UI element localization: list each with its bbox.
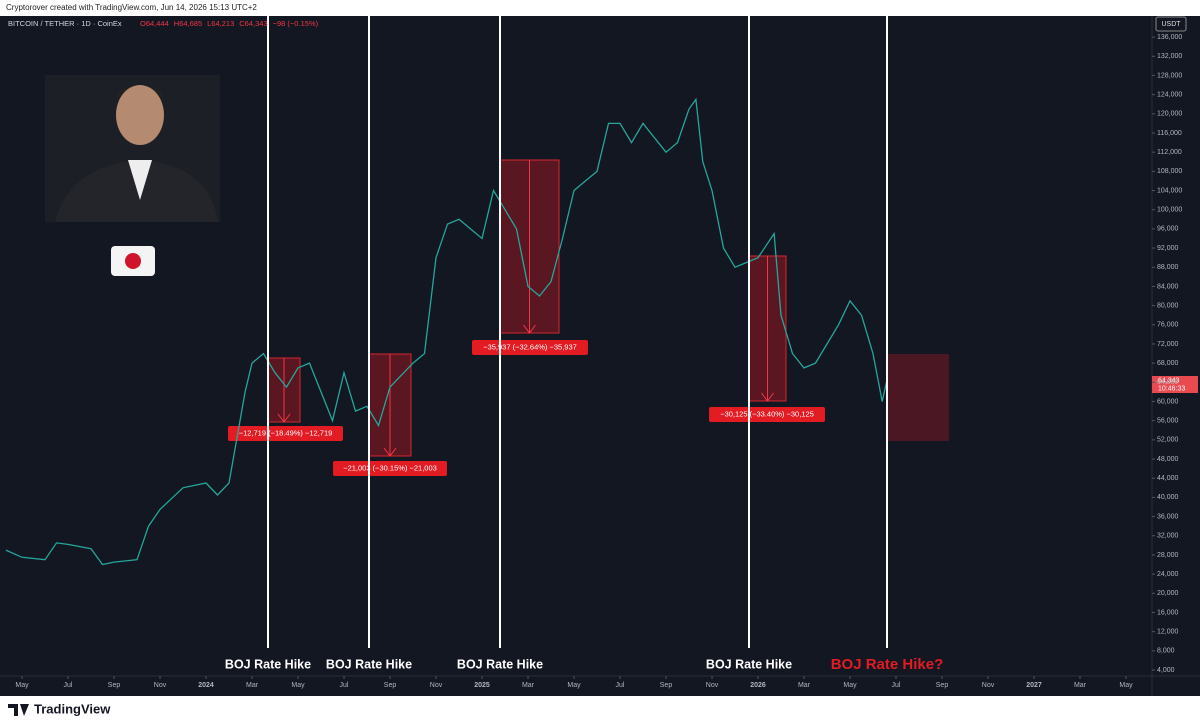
measure-label: −30,125 (−33.40%) −30,125 [720, 409, 814, 418]
y-tick-label: 52,000 [1157, 437, 1179, 444]
y-tick-label: 20,000 [1157, 590, 1179, 597]
y-tick-label: 64,000 [1157, 379, 1179, 386]
y-tick-label: 68,000 [1157, 360, 1179, 367]
portrait [45, 75, 220, 222]
x-tick-label: Mar [246, 682, 259, 689]
currency: USDT [1161, 21, 1181, 28]
y-tick-label: 112,000 [1157, 149, 1182, 156]
event-label: BOJ Rate Hike [706, 657, 792, 671]
y-tick-label: 56,000 [1157, 418, 1179, 425]
drawdown-arrowhead [761, 392, 774, 402]
event-label: BOJ Rate Hike [326, 657, 412, 671]
y-tick-label: 16,000 [1157, 609, 1179, 616]
last-price-box [1152, 376, 1198, 393]
last-price: 64,343 [1158, 377, 1180, 384]
x-tick-label: Sep [936, 682, 949, 689]
x-tick-label: Nov [430, 682, 443, 689]
x-tick-label: 2026 [750, 682, 766, 689]
x-tick-label: Sep [384, 682, 397, 689]
japan-flag [111, 246, 155, 276]
event-label: BOJ Rate Hike [225, 657, 311, 671]
ohlc-value: C64,343 [239, 19, 267, 28]
brand-logo [8, 704, 29, 716]
y-tick-label: 80,000 [1157, 302, 1179, 309]
y-tick-label: 96,000 [1157, 226, 1179, 233]
ohlc-value: −98 (−0.15%) [273, 19, 319, 28]
currency-box [1155, 16, 1187, 32]
x-tick-label: Jul [616, 682, 625, 689]
x-tick-label: Mar [1074, 682, 1087, 689]
y-tick-label: 92,000 [1157, 245, 1179, 252]
y-tick-label: 132,000 [1157, 53, 1182, 60]
x-tick-label: 2024 [198, 682, 214, 689]
x-tick-label: May [843, 682, 857, 689]
measure-label: −35,937 (−32.64%) −35,937 [483, 342, 577, 351]
x-tick-label: May [567, 682, 581, 689]
y-tick-label: 104,000 [1157, 187, 1182, 194]
x-tick-label: 2027 [1026, 682, 1042, 689]
x-tick-label: Nov [154, 682, 167, 689]
measure-label: −12,719 (−18.49%) −12,719 [239, 428, 333, 437]
y-tick-label: 48,000 [1157, 456, 1179, 463]
event-label: BOJ Rate Hike [457, 657, 543, 671]
measure-label: −21,003 (−30.15%) −21,003 [343, 463, 437, 472]
y-tick-label: 12,000 [1157, 628, 1179, 635]
x-tick-label: Sep [108, 682, 121, 689]
drawdown-arrowhead [523, 324, 536, 334]
y-tick-label: 120,000 [1157, 111, 1182, 118]
drawdown-arrowhead [383, 447, 397, 457]
x-tick-label: Nov [706, 682, 719, 689]
y-tick-label: 136,000 [1157, 34, 1182, 41]
measure-label-box [709, 407, 825, 422]
y-tick-label: 88,000 [1157, 264, 1179, 271]
ohlc-value: H64,685 [174, 19, 202, 28]
x-tick-label: Mar [798, 682, 811, 689]
x-tick-label: 2025 [474, 682, 490, 689]
x-tick-label: Jul [340, 682, 349, 689]
x-tick-label: Nov [982, 682, 995, 689]
legend-row: BITCOIN / TETHER · 1D · CoinEx [8, 19, 122, 28]
drawdown-arrowhead [277, 413, 291, 423]
x-tick-label: Sep [660, 682, 673, 689]
event-label: BOJ Rate Hike? [831, 656, 944, 673]
measure-label-box [333, 461, 447, 476]
y-tick-label: 44,000 [1157, 475, 1179, 482]
y-tick-label: 76,000 [1157, 322, 1179, 329]
y-tick-label: 24,000 [1157, 571, 1179, 578]
y-tick-label: 108,000 [1157, 168, 1182, 175]
x-tick-label: Jul [64, 682, 73, 689]
y-tick-label: 4,000 [1157, 667, 1175, 674]
y-tick-label: 72,000 [1157, 341, 1179, 348]
y-tick-label: 60,000 [1157, 398, 1179, 405]
x-tick-label: May [15, 682, 29, 689]
y-tick-label: 100,000 [1157, 207, 1182, 214]
x-tick-label: Jul [892, 682, 901, 689]
countdown: 10:46:33 [1158, 385, 1185, 392]
y-tick-label: 28,000 [1157, 552, 1179, 559]
ohlc-value: O64,444 [140, 19, 169, 28]
y-tick-label: 128,000 [1157, 72, 1182, 79]
x-tick-label: May [1119, 682, 1133, 689]
symbol-title: BITCOIN / TETHER · 1D · CoinEx [8, 19, 122, 28]
top-bar [0, 0, 1200, 16]
y-tick-label: 124,000 [1157, 91, 1182, 98]
y-tick-label: 84,000 [1157, 283, 1179, 290]
y-tick-label: 40,000 [1157, 494, 1179, 501]
y-tick-label: 116,000 [1157, 130, 1182, 137]
y-tick-label: 32,000 [1157, 533, 1179, 540]
brand: TradingView [34, 701, 111, 716]
x-tick-label: Mar [522, 682, 535, 689]
header: Cryptorover created with TradingView.com… [6, 3, 257, 12]
y-tick-label: 36,000 [1157, 513, 1179, 520]
measure-label-box [228, 426, 343, 441]
x-tick-label: May [291, 682, 305, 689]
price-line [5, 97, 888, 566]
y-tick-label: 8,000 [1157, 648, 1175, 655]
projection-box [887, 354, 949, 441]
ohlc-value: L64,213 [207, 19, 234, 28]
bottom-bar [0, 696, 1200, 724]
